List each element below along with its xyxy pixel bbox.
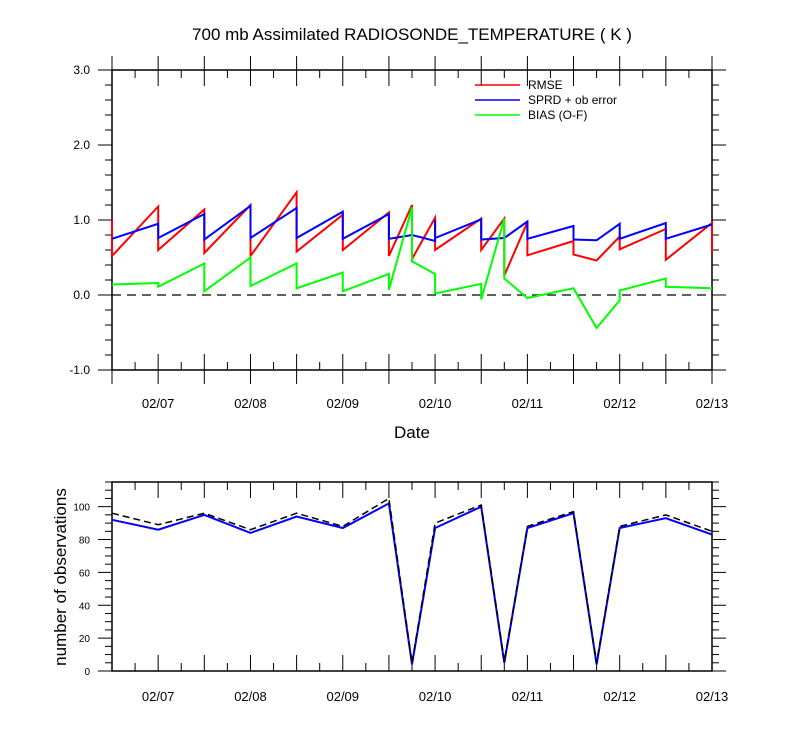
chart-title: 700 mb Assimilated RADIOSONDE_TEMPERATUR… bbox=[192, 25, 632, 44]
top-ytick-label: 1.0 bbox=[73, 213, 90, 227]
top-series-bias-o-f bbox=[111, 207, 713, 330]
bottom-ytick-label: 100 bbox=[73, 503, 90, 514]
bottom-plot-ticks: 0 20 40 60 80 100 02/07 02/08 02/09 02/10 02/11 02/… bbox=[73, 481, 729, 704]
bottom-xtick-label: 02/10 bbox=[419, 689, 452, 704]
legend-bias-label: BIAS (O-F) bbox=[528, 108, 587, 122]
top-xtick-label: 02/07 bbox=[142, 396, 175, 411]
top-plot-ticks: -1.0 0.0 1.0 2.0 3.0 02/07 02/08 02/09 02/10 02/1… bbox=[69, 56, 728, 411]
bottom-xtick-label: 02/09 bbox=[326, 689, 359, 704]
top-ytick-label: 2.0 bbox=[73, 138, 90, 152]
top-ytick-label: -1.0 bbox=[69, 363, 90, 377]
top-series-sprd-ob-error bbox=[111, 203, 713, 243]
legend: RMSE SPRD + ob error BIAS (O-F) bbox=[475, 78, 617, 122]
bottom-plot-frame bbox=[111, 481, 713, 672]
bottom-xtick-label: 02/11 bbox=[512, 689, 544, 704]
top-xtick-label: 02/13 bbox=[696, 396, 729, 411]
top-xtick-label: 02/09 bbox=[326, 396, 359, 411]
top-series-rmse bbox=[111, 189, 713, 276]
top-xtick-label: 02/10 bbox=[419, 396, 452, 411]
top-xtick-label: 02/08 bbox=[234, 396, 267, 411]
legend-sprd-label: SPRD + ob error bbox=[528, 93, 617, 107]
bottom-xtick-label: 02/12 bbox=[603, 689, 636, 704]
bottom-plot-series bbox=[111, 497, 713, 665]
bottom-plot: 0 20 40 60 80 100 02/07 02/08 02/09 02/10 02/11 02/… bbox=[51, 481, 729, 704]
top-ytick-label: 3.0 bbox=[73, 63, 90, 77]
top-ytick-label: 0.0 bbox=[73, 288, 90, 302]
bottom-ytick-label: 40 bbox=[79, 601, 91, 612]
bottom-xtick-label: 02/08 bbox=[234, 689, 267, 704]
bottom-ytick-label: 20 bbox=[79, 634, 91, 645]
bottom-series-observations-used bbox=[111, 501, 713, 665]
top-xtick-label: 02/12 bbox=[603, 396, 636, 411]
legend-rmse-label: RMSE bbox=[528, 78, 563, 92]
bottom-xtick-label: 02/13 bbox=[696, 689, 729, 704]
top-xtick-label: 02/11 bbox=[512, 396, 544, 411]
top-plot: -1.0 0.0 1.0 2.0 3.0 02/07 02/08 02/09 02/10 02/1… bbox=[69, 56, 728, 442]
bottom-ytick-label: 60 bbox=[79, 568, 91, 579]
bottom-ytick-label: 80 bbox=[79, 536, 91, 547]
bottom-xtick-label: 02/07 bbox=[142, 689, 175, 704]
bottom-ytick-label: 0 bbox=[84, 667, 90, 678]
bottom-series-observations-total bbox=[111, 497, 713, 663]
y-axis-label-observations: number of observations bbox=[51, 488, 70, 666]
x-axis-label: Date bbox=[394, 423, 430, 442]
top-plot-series bbox=[111, 189, 713, 330]
